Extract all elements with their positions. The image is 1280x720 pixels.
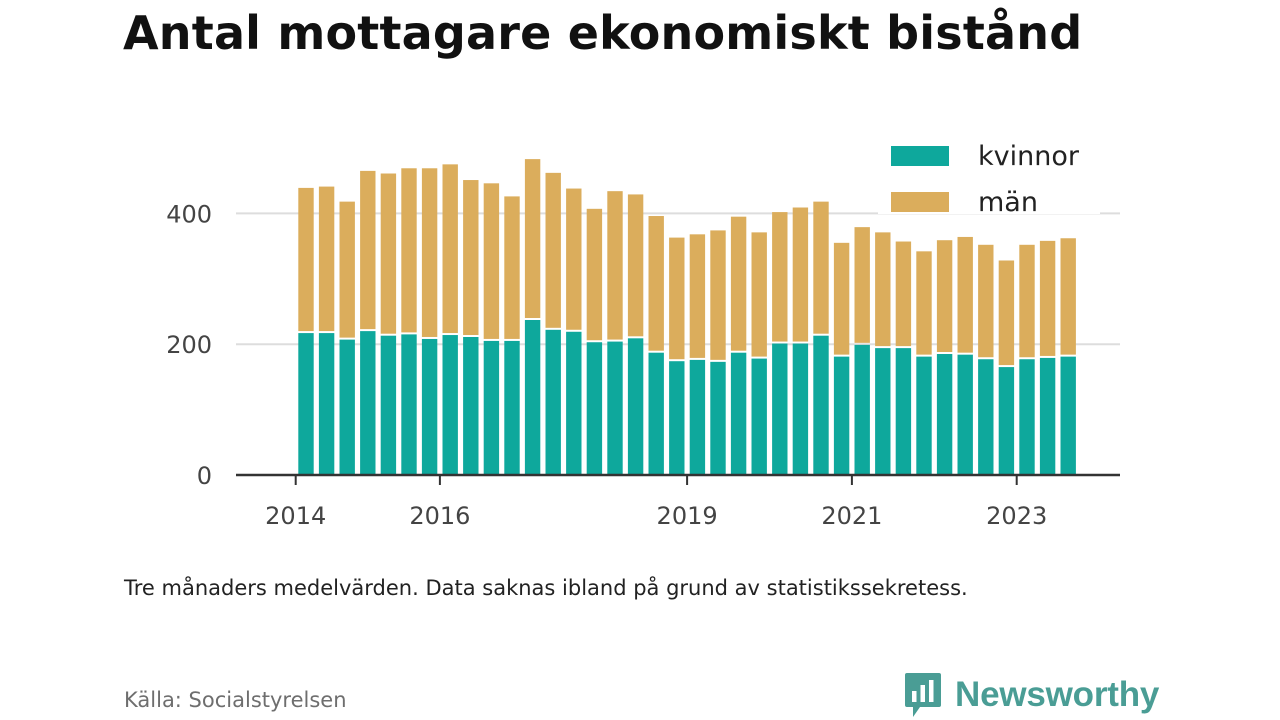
bar-kvinnor (318, 333, 335, 475)
bar-man (916, 251, 932, 355)
legend: kvinnor män (878, 138, 1100, 218)
bar-kvinnor (916, 356, 932, 475)
bar-kvinnor (586, 342, 603, 475)
bar-kvinnor (751, 358, 767, 475)
bar-man (1060, 238, 1076, 355)
bar-kvinnor (1060, 356, 1076, 475)
bar-kvinnor (978, 359, 994, 475)
bar-man (380, 173, 397, 334)
bar-kvinnor (401, 334, 417, 475)
bar-man (421, 168, 438, 337)
bar-kvinnor (566, 331, 582, 475)
bar-kvinnor (813, 335, 829, 475)
bar-kvinnor (1019, 359, 1035, 475)
bar-man (813, 201, 829, 334)
legend-swatch (891, 146, 949, 166)
bar-man (586, 208, 603, 341)
bar-man (710, 230, 726, 360)
bar-kvinnor (833, 356, 850, 475)
bar-kvinnor (772, 343, 788, 475)
bar-kvinnor (936, 354, 953, 475)
bar-kvinnor (483, 340, 500, 475)
bar-man (360, 170, 376, 330)
chat-bar-chart-icon (905, 673, 941, 717)
bar-kvinnor (998, 367, 1015, 475)
bar-kvinnor (648, 352, 664, 475)
bar-man (895, 241, 912, 347)
bar-man (978, 244, 994, 358)
y-tick-label: 400 (166, 200, 212, 228)
bar-man (998, 260, 1015, 366)
bar-man (463, 180, 479, 336)
bar-man (833, 242, 850, 355)
bar-man (442, 164, 458, 334)
bar-kvinnor (669, 361, 685, 475)
bar-man (1019, 244, 1035, 358)
bar-man (504, 196, 520, 339)
x-tick-label: 2019 (657, 502, 718, 530)
bar-kvinnor (339, 339, 355, 475)
bar-man (648, 216, 664, 351)
y-tick-label: 0 (197, 462, 212, 490)
x-tick-label: 2023 (986, 502, 1047, 530)
bar-kvinnor (607, 341, 623, 475)
bar-kvinnor (730, 352, 747, 475)
bar-man (401, 168, 417, 333)
bar-man (1039, 240, 1056, 356)
bar-kvinnor (710, 361, 726, 475)
source-text: Källa: Socialstyrelsen (124, 688, 347, 712)
bar-man (751, 232, 767, 357)
bar-kvinnor (792, 343, 809, 475)
bar-man (318, 186, 335, 332)
bar-kvinnor (545, 329, 561, 475)
bar-man (689, 234, 706, 358)
x-tick-label: 2021 (821, 502, 882, 530)
bar-kvinnor (957, 354, 973, 475)
bar-kvinnor (463, 337, 479, 475)
bar-kvinnor (442, 335, 458, 475)
bar-man (627, 194, 644, 337)
bar-kvinnor (689, 359, 706, 475)
bar-kvinnor (524, 320, 541, 475)
bar-man (669, 237, 685, 360)
y-tick-label: 200 (166, 331, 212, 359)
legend-label: män (978, 187, 1038, 218)
x-tick-label: 2014 (265, 502, 326, 530)
bar-man (298, 187, 314, 332)
legend-label: kvinnor (978, 141, 1080, 172)
bar-kvinnor (875, 348, 891, 475)
legend-swatch (891, 192, 949, 212)
bar-man (875, 232, 891, 347)
bar-kvinnor (854, 344, 870, 475)
bar-man (339, 201, 355, 338)
chart-title: Antal mottagare ekonomiskt bistånd (123, 6, 1083, 60)
x-tick-label: 2016 (409, 502, 470, 530)
bar-man (730, 216, 747, 351)
bar-man (545, 172, 561, 328)
bar-kvinnor (895, 348, 912, 475)
bar-kvinnor (1039, 357, 1056, 475)
bar-man (524, 159, 541, 319)
bar-man (792, 207, 809, 342)
newsworthy-logo[interactable]: Newsworthy (903, 671, 1159, 719)
bar-man (957, 236, 973, 353)
bar-man (483, 183, 500, 339)
bar-kvinnor (360, 331, 376, 475)
bar-kvinnor (298, 333, 314, 475)
bar-man (772, 212, 788, 342)
bar-kvinnor (627, 338, 644, 475)
bar-kvinnor (380, 335, 397, 475)
chart-note: Tre månaders medelvärden. Data saknas ib… (124, 576, 968, 600)
bar-kvinnor (421, 338, 438, 475)
bar-man (854, 227, 870, 343)
bar-man (936, 240, 953, 353)
brand-name: Newsworthy (955, 675, 1160, 714)
bar-kvinnor (504, 340, 520, 475)
bar-man (566, 188, 582, 330)
bar-man (607, 191, 623, 340)
